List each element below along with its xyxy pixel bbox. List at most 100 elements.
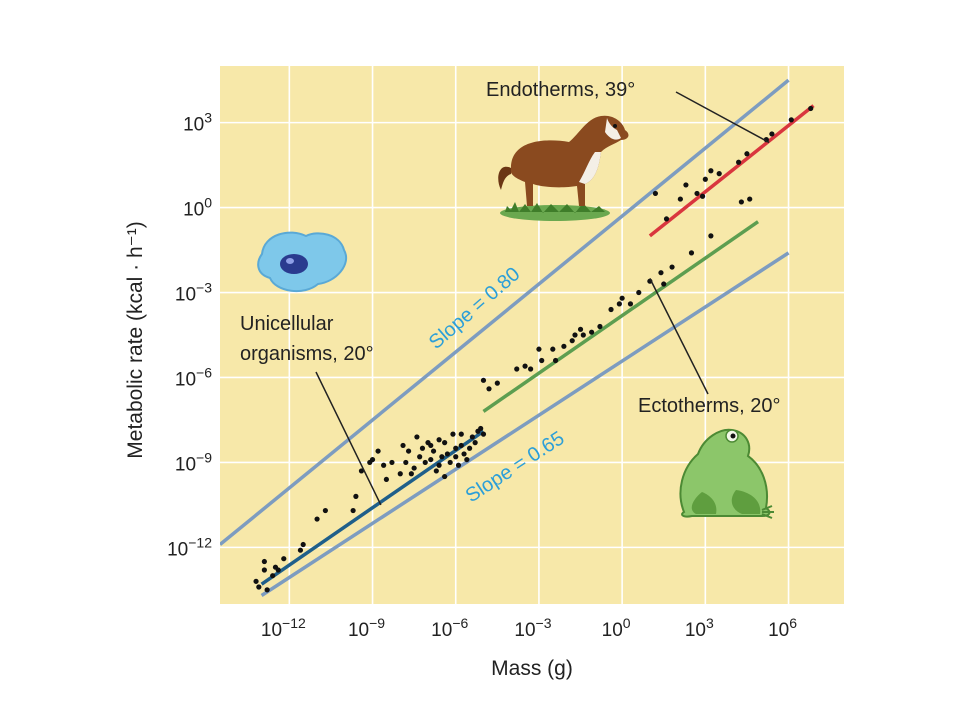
leader-line: [675, 91, 770, 144]
data-point: [436, 462, 442, 468]
data-point: [669, 264, 675, 270]
data-point: [580, 332, 586, 338]
data-point: [353, 493, 359, 499]
data-point: [608, 306, 614, 313]
data-point: [769, 131, 775, 137]
data-point: [458, 431, 464, 437]
unicellular-label-line2: organisms, 20°: [240, 343, 374, 365]
data-point: [736, 159, 742, 165]
data-point: [453, 454, 459, 460]
data-point: [400, 442, 406, 449]
data-point: [480, 431, 487, 437]
x-tick-label: 10−12: [261, 615, 306, 641]
unicellular-label-line1: Unicellular: [240, 313, 334, 335]
data-point: [663, 216, 670, 222]
x-tick-label: 100: [602, 615, 631, 641]
data-point: [478, 425, 484, 432]
y-tick-label: 10−3: [175, 280, 212, 306]
data-point: [322, 507, 328, 514]
data-point: [738, 199, 744, 205]
data-point: [702, 176, 708, 182]
ectotherms-label: Ectotherms, 20°: [638, 395, 781, 417]
frog-icon: [679, 428, 774, 519]
data-point: [442, 473, 448, 480]
data-point: [439, 454, 445, 460]
data-point: [536, 346, 542, 352]
data-point: [442, 440, 448, 446]
leader-line: [315, 371, 382, 506]
y-tick-label: 10−6: [175, 364, 212, 390]
data-point: [350, 507, 356, 514]
data-point: [528, 366, 534, 372]
data-point: [419, 445, 426, 451]
endotherms-label: Endotherms, 39°: [486, 79, 635, 101]
data-point: [447, 459, 453, 466]
fit-line-series-0: [260, 429, 485, 586]
y-tick-label: 10−12: [167, 534, 212, 560]
reference-line-slope-065: [260, 251, 790, 597]
fit-line-series-1: [482, 220, 760, 413]
data-point: [619, 295, 625, 301]
data-point: [627, 301, 634, 307]
data-point: [300, 541, 306, 548]
unicellular-label: Unicellular organisms, 20°: [240, 313, 374, 365]
data-point: [314, 516, 320, 522]
y-axis-title: Metabolic rate (kcal · h⁻¹): [124, 221, 147, 458]
data-point: [403, 459, 409, 466]
x-tick-label: 10−9: [348, 615, 385, 641]
x-tick-label: 10−6: [431, 615, 468, 641]
dog-icon: [498, 115, 629, 221]
data-point: [472, 440, 478, 446]
leader-line: [649, 278, 709, 395]
data-point: [383, 476, 389, 483]
data-point: [597, 323, 603, 330]
data-point: [699, 193, 706, 199]
data-point: [444, 451, 451, 457]
data-point: [397, 471, 403, 477]
data-point: [550, 346, 556, 352]
data-point: [469, 434, 475, 440]
y-tick-label: 103: [183, 110, 212, 136]
x-tick-label: 106: [768, 615, 797, 641]
data-point: [369, 456, 376, 463]
data-point: [467, 445, 473, 451]
data-point: [411, 465, 417, 471]
data-point: [375, 448, 381, 454]
data-point: [428, 442, 434, 449]
data-point: [253, 578, 259, 584]
data-point: [256, 584, 262, 590]
data-point: [453, 445, 459, 451]
data-point: [430, 448, 437, 454]
x-axis-title: Mass (g): [491, 657, 573, 680]
data-point: [636, 289, 642, 296]
data-point: [514, 366, 520, 372]
data-point: [264, 587, 270, 593]
data-point: [694, 190, 700, 197]
data-point: [281, 556, 287, 562]
data-point: [616, 301, 622, 307]
data-point: [494, 380, 500, 386]
x-tick-label: 10−3: [514, 615, 551, 641]
data-point: [381, 462, 387, 468]
data-point: [661, 281, 667, 287]
data-point: [708, 168, 714, 174]
y-tick-label: 10−9: [175, 449, 212, 475]
data-point: [358, 468, 365, 474]
data-point: [808, 105, 814, 112]
data-point: [458, 442, 464, 449]
data-point: [433, 468, 439, 474]
data-point: [747, 196, 753, 202]
data-point: [652, 190, 659, 197]
data-point: [589, 329, 595, 335]
data-point: [522, 363, 528, 369]
reference-line-slope-080: [220, 78, 790, 546]
data-point: [561, 343, 567, 349]
data-point: [450, 431, 456, 437]
data-point: [270, 573, 276, 579]
data-point: [405, 448, 412, 454]
data-point: [389, 459, 395, 466]
data-point: [486, 386, 492, 392]
data-point: [688, 250, 695, 256]
data-point: [428, 456, 434, 463]
data-point: [422, 459, 428, 466]
